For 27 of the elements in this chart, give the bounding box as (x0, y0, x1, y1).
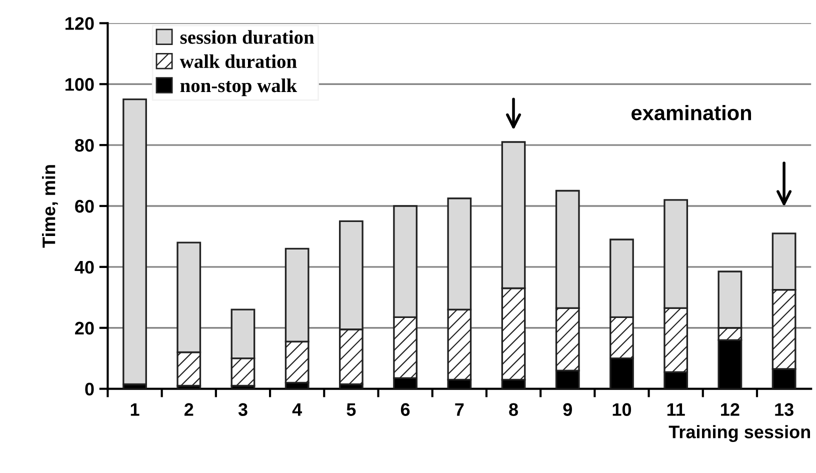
y-tick-label: 40 (74, 260, 94, 274)
x-tick-label: 1 (130, 403, 140, 416)
y-tick-label: 60 (75, 200, 94, 213)
x-axis-title: Training session (668, 425, 810, 442)
y-tick-label: 0 (85, 382, 94, 396)
bar (122, 98, 147, 386)
y-tick-label: 120 (66, 17, 94, 30)
legend-label: walk duration (180, 54, 297, 68)
y-tick-label: 20 (75, 322, 94, 335)
legend-label: non-stop walk (180, 78, 298, 96)
x-tick-label: 11 (667, 403, 685, 416)
x-tick-label: 12 (721, 403, 740, 416)
legend-label: session duration (180, 30, 314, 44)
y-tick-label: 80 (75, 138, 94, 152)
x-tick-label: 13 (775, 403, 794, 416)
x-tick-label: 8 (509, 403, 518, 416)
x-tick-label: 10 (612, 403, 632, 416)
x-tick-label: 7 (455, 403, 464, 416)
annotation: examination (632, 104, 752, 120)
x-tick-label: 3 (238, 403, 248, 416)
x-tick-label: 4 (292, 403, 302, 416)
y-axis-title: Time, min (42, 165, 58, 248)
x-tick-label: 5 (346, 403, 356, 416)
x-tick-label: 6 (400, 403, 410, 416)
y-tick-label: 100 (66, 78, 94, 91)
x-tick-label: 2 (184, 403, 194, 416)
x-tick-label: 9 (563, 403, 572, 416)
